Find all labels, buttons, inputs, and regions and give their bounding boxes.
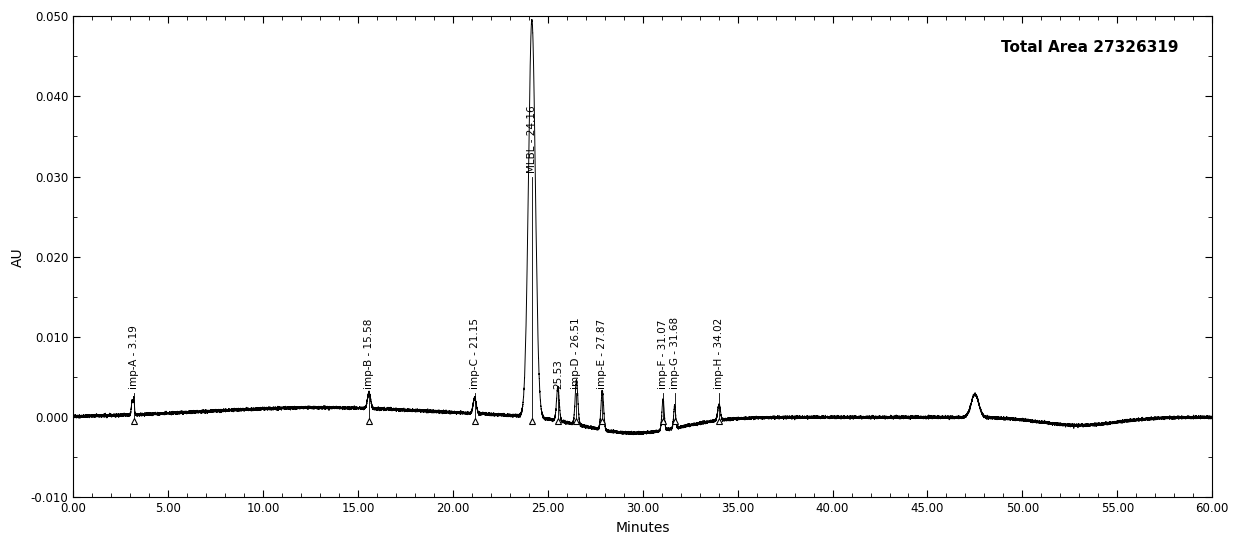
Text: imp-C - 21.15: imp-C - 21.15 [470, 318, 480, 389]
Text: MLBL - 24.16: MLBL - 24.16 [527, 105, 537, 173]
Text: imp-A - 3.19: imp-A - 3.19 [129, 325, 139, 389]
Text: imp-B - 15.58: imp-B - 15.58 [365, 319, 374, 389]
Text: 25.53: 25.53 [553, 359, 563, 389]
Text: imp-G - 31.68: imp-G - 31.68 [670, 317, 680, 389]
Text: imp-F - 31.07: imp-F - 31.07 [658, 320, 668, 389]
Text: imp-D - 26.51: imp-D - 26.51 [572, 318, 582, 389]
X-axis label: Minutes: Minutes [615, 521, 670, 535]
Text: imp-E - 27.87: imp-E - 27.87 [598, 319, 608, 389]
Text: imp-H - 34.02: imp-H - 34.02 [714, 318, 724, 389]
Text: Total Area 27326319: Total Area 27326319 [1001, 40, 1178, 55]
Y-axis label: AU: AU [11, 247, 25, 266]
